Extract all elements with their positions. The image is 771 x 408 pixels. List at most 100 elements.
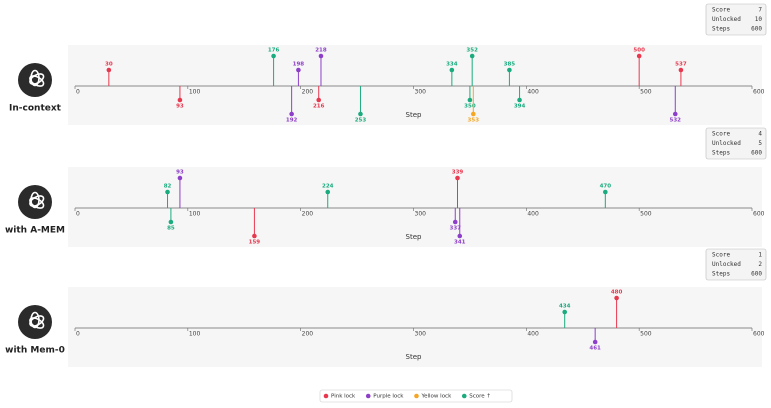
event-dot bbox=[271, 53, 276, 59]
event-dot bbox=[636, 53, 642, 59]
stat-value: 4 bbox=[758, 131, 762, 138]
event-dot bbox=[614, 295, 619, 301]
panel-background bbox=[68, 167, 762, 247]
x-tick-label: 100 bbox=[189, 211, 201, 218]
agent-label: with A-MEM bbox=[5, 226, 65, 236]
event-dot bbox=[507, 67, 512, 73]
event-label: 93 bbox=[176, 104, 184, 110]
event-label: 334 bbox=[446, 62, 458, 68]
stat-label: Score bbox=[712, 7, 730, 14]
event-label: 337 bbox=[450, 226, 462, 232]
event-dot bbox=[469, 53, 475, 59]
x-tick-label: 100 bbox=[189, 331, 201, 338]
stat-value: 1 bbox=[758, 252, 762, 259]
legend-swatch bbox=[365, 393, 371, 399]
legend-label: Score ↑ bbox=[469, 393, 491, 400]
stat-label: Unlocked bbox=[712, 261, 741, 268]
stat-value: 600 bbox=[751, 150, 762, 157]
event-label: 461 bbox=[589, 346, 601, 352]
event-label: 537 bbox=[675, 62, 687, 68]
legend-label: Yellow lock bbox=[420, 394, 452, 400]
event-label: 480 bbox=[611, 290, 623, 296]
event-dot bbox=[471, 111, 476, 117]
stats-box bbox=[705, 127, 767, 160]
x-tick-label: 600 bbox=[753, 89, 765, 96]
event-dot bbox=[603, 189, 608, 195]
legend-swatch bbox=[461, 393, 467, 399]
event-dot bbox=[318, 53, 324, 59]
x-tick-label: 500 bbox=[640, 211, 652, 218]
event-label: 434 bbox=[559, 304, 571, 310]
x-tick-label: 100 bbox=[189, 89, 201, 96]
stat-label: Steps bbox=[712, 150, 730, 157]
event-label: 93 bbox=[176, 170, 184, 176]
stat-value: 10 bbox=[755, 16, 763, 23]
event-dot bbox=[296, 67, 301, 73]
legend-label: Pink lock bbox=[331, 394, 356, 400]
event-dot bbox=[252, 233, 257, 239]
agent-label: with Mem-0 bbox=[5, 346, 65, 356]
agent-label: In-context bbox=[9, 104, 62, 114]
event-dot bbox=[467, 97, 473, 103]
legend-swatch bbox=[323, 393, 329, 399]
x-tick-label: 400 bbox=[527, 331, 539, 338]
x-tick-label: 300 bbox=[415, 211, 427, 218]
stats-box bbox=[705, 248, 767, 281]
event-dot bbox=[289, 111, 294, 117]
x-axis-label: Step bbox=[406, 111, 422, 119]
event-label: 82 bbox=[164, 184, 172, 190]
event-dot bbox=[358, 111, 363, 117]
event-dot bbox=[325, 189, 331, 195]
x-tick-label: 0 bbox=[76, 331, 80, 338]
event-dot bbox=[177, 97, 183, 103]
event-dot bbox=[672, 111, 678, 117]
x-tick-label: 200 bbox=[302, 331, 314, 338]
legend-swatch bbox=[414, 393, 419, 399]
event-label: 470 bbox=[600, 184, 612, 190]
x-tick-label: 600 bbox=[753, 211, 765, 218]
event-label: 394 bbox=[514, 104, 526, 110]
panel-background bbox=[68, 45, 762, 125]
event-label: 352 bbox=[466, 48, 478, 54]
x-axis-label: Step bbox=[406, 233, 422, 241]
stat-value: 600 bbox=[751, 26, 762, 33]
event-label: 350 bbox=[464, 104, 476, 110]
event-dot bbox=[452, 219, 458, 225]
event-dot bbox=[592, 339, 598, 345]
x-tick-label: 300 bbox=[415, 89, 427, 96]
stat-label: Score bbox=[712, 131, 730, 138]
x-tick-label: 0 bbox=[76, 211, 80, 218]
stats-box bbox=[705, 3, 767, 36]
event-label: 30 bbox=[105, 62, 113, 68]
event-label: 216 bbox=[313, 104, 325, 110]
event-dot bbox=[168, 219, 174, 225]
event-label: 353 bbox=[468, 118, 480, 124]
x-tick-label: 200 bbox=[302, 89, 314, 96]
agent-icon bbox=[18, 185, 52, 219]
stat-value: 5 bbox=[758, 140, 762, 147]
x-tick-label: 500 bbox=[640, 89, 652, 96]
x-tick-label: 400 bbox=[527, 89, 539, 96]
x-tick-label: 0 bbox=[76, 89, 80, 96]
event-dot bbox=[449, 67, 455, 73]
x-tick-label: 600 bbox=[753, 331, 765, 338]
event-label: 341 bbox=[454, 240, 466, 246]
stat-value: 600 bbox=[751, 271, 762, 278]
event-label: 85 bbox=[167, 226, 175, 232]
legend-label: Purple lock bbox=[373, 394, 404, 400]
x-tick-label: 200 bbox=[302, 211, 314, 218]
event-dot bbox=[517, 97, 522, 103]
stat-label: Steps bbox=[712, 26, 730, 33]
x-axis-label: Step bbox=[406, 353, 422, 361]
event-dot bbox=[678, 67, 684, 73]
event-label: 224 bbox=[322, 184, 334, 190]
event-label: 198 bbox=[293, 62, 305, 68]
event-label: 385 bbox=[504, 62, 516, 68]
event-label: 339 bbox=[452, 170, 464, 176]
stat-label: Steps bbox=[712, 271, 730, 278]
event-dot bbox=[562, 309, 567, 315]
event-label: 176 bbox=[268, 48, 280, 54]
agent-icon bbox=[18, 305, 52, 339]
event-label: 500 bbox=[633, 48, 645, 54]
